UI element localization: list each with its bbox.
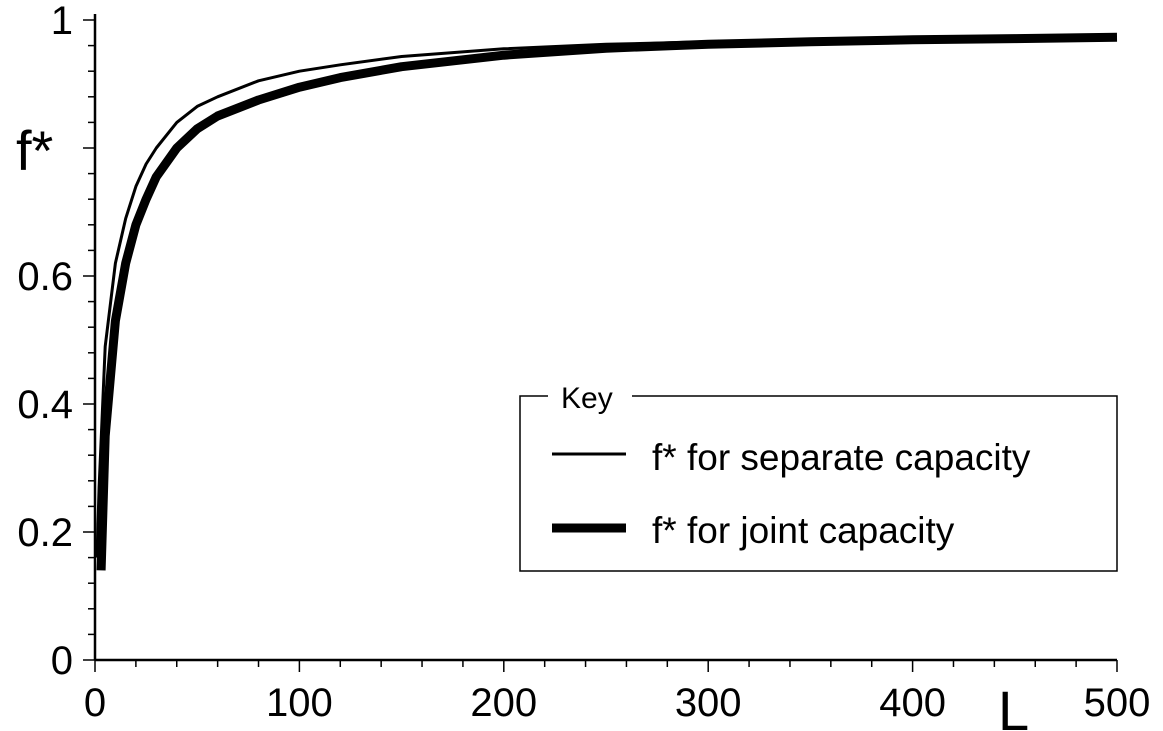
- x-axis-title: L: [998, 679, 1029, 731]
- x-tick-label: 200: [470, 681, 537, 725]
- x-tick-label: 400: [879, 681, 946, 725]
- legend-label-separate: f* for separate capacity: [652, 437, 1031, 478]
- legend-label-joint: f* for joint capacity: [652, 510, 955, 551]
- y-tick-label: 1: [51, 0, 73, 43]
- legend-title-bg: [548, 380, 632, 412]
- y-tick-label: 0.6: [17, 255, 73, 299]
- x-tick-label: 500: [1084, 681, 1151, 725]
- y-tick-label: 0.2: [17, 511, 73, 555]
- series-layer: [95, 32, 1118, 571]
- x-tick-label: 0: [84, 681, 106, 725]
- legend-box: [519, 395, 1118, 572]
- y-tick-label: 0: [51, 639, 73, 683]
- y-axis-title: f*: [16, 119, 53, 182]
- legend-title: Key: [561, 382, 613, 415]
- series-joint-capacity-line: [96, 32, 1118, 571]
- x-tick-label: 100: [266, 681, 333, 725]
- legend: Key f* for separate capacity f* for join…: [519, 380, 1118, 572]
- axes: 0 100 200 300 400 500 0 0.2 0.4 0.6 1: [17, 0, 1150, 725]
- y-tick-label: 0.4: [17, 383, 73, 427]
- x-tick-label: 300: [675, 681, 742, 725]
